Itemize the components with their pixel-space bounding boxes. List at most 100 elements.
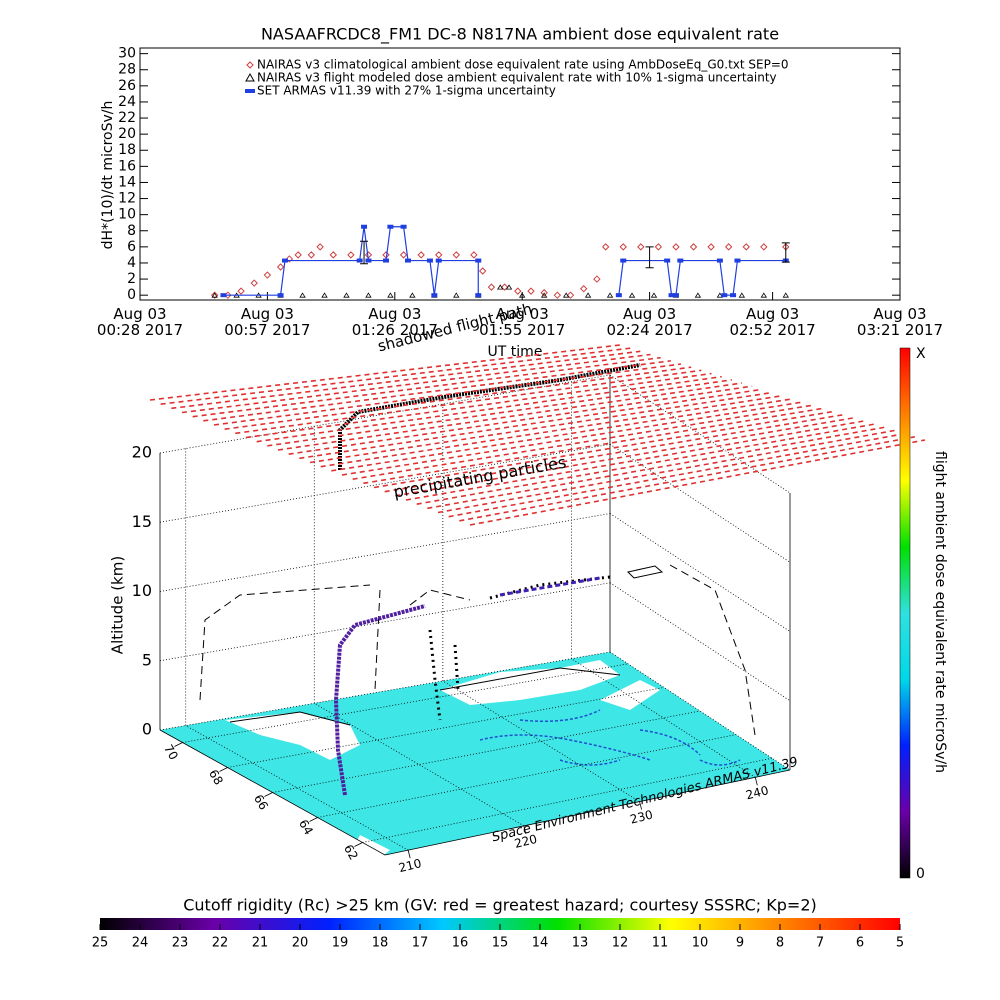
colorbar-tick-label: 22	[212, 936, 229, 951]
particle-row	[203, 360, 671, 422]
flight-path-dots	[428, 575, 611, 721]
marker	[237, 287, 245, 295]
error-bar	[360, 240, 369, 265]
marker	[562, 292, 570, 298]
particle-row	[416, 423, 875, 505]
lon-tick	[523, 825, 527, 834]
lon-tick-label: 240	[744, 783, 770, 802]
marker	[277, 293, 284, 298]
plot-frame	[139, 47, 901, 301]
y-tick-label: 10	[118, 207, 136, 223]
marker	[475, 258, 482, 263]
marker	[716, 292, 724, 298]
marker	[500, 283, 509, 291]
particle-row	[213, 363, 682, 426]
marker	[689, 243, 698, 251]
lat-tick-label: 64	[296, 817, 316, 837]
grid-line	[317, 734, 737, 818]
colorbar-max-label: X	[916, 346, 926, 362]
particle-row	[405, 420, 865, 501]
lat-tick	[264, 792, 273, 797]
particle-row	[331, 398, 793, 472]
colorbar-tick-label: 8	[776, 936, 784, 951]
particle-row	[469, 439, 926, 526]
colorbar-tick-label: 14	[532, 936, 549, 951]
z-tick-label: 15	[132, 512, 152, 531]
marker	[518, 292, 526, 298]
marker	[487, 283, 496, 291]
marker	[316, 243, 324, 251]
marker	[281, 258, 288, 263]
marker	[435, 251, 443, 259]
marker	[478, 267, 487, 275]
particle-row	[320, 394, 783, 468]
marker	[263, 271, 272, 279]
particle-row	[224, 366, 692, 430]
legend-marker	[246, 61, 254, 69]
grid-line	[362, 757, 773, 843]
lon-tick-label: 230	[629, 808, 655, 827]
flight-path-segment	[499, 576, 601, 597]
land	[225, 712, 360, 760]
marker	[527, 287, 535, 295]
y-tick-label: 8	[127, 223, 136, 239]
y-tick-label: 2	[127, 271, 136, 287]
particle-row	[149, 344, 621, 401]
legend-label: NAIRAS v3 flight modeled dose ambient eq…	[257, 71, 777, 85]
marker	[677, 258, 684, 263]
marker	[738, 292, 746, 298]
y-tick-label: 28	[118, 62, 136, 78]
marker	[672, 243, 680, 251]
marker	[435, 258, 442, 263]
marker	[497, 284, 504, 290]
lat-tick-label: 66	[251, 792, 271, 812]
lat-tick	[309, 817, 318, 822]
marker	[664, 258, 671, 263]
marker	[615, 293, 622, 298]
particle-row	[160, 347, 631, 405]
marker	[404, 258, 411, 263]
marker	[400, 224, 407, 229]
marker	[294, 251, 302, 259]
marker	[276, 263, 285, 271]
lat-tick	[174, 742, 183, 747]
grid-line	[159, 582, 611, 662]
particle-row	[395, 417, 854, 497]
marker	[654, 243, 663, 251]
marker	[566, 291, 575, 299]
particle-row	[192, 356, 661, 418]
marker	[553, 291, 562, 299]
marker	[760, 243, 768, 251]
colorbar-tick-label: 25	[92, 936, 109, 951]
marker	[514, 287, 522, 295]
marker	[724, 243, 733, 251]
marker	[365, 292, 372, 298]
marker	[417, 251, 425, 259]
marker	[606, 292, 614, 298]
marker	[707, 243, 715, 251]
flight-path-lower	[333, 604, 426, 796]
marker	[285, 255, 294, 263]
colorbar-tick-label: 12	[612, 936, 629, 951]
grid-line	[159, 651, 611, 731]
colorbar-min-label: 0	[916, 866, 925, 882]
lon-tick	[754, 777, 758, 786]
z-axis-label: Altitude (km)	[109, 556, 127, 654]
grid-line	[609, 443, 791, 563]
particle-row	[288, 385, 753, 455]
marker	[730, 293, 737, 298]
marker	[782, 292, 790, 298]
legend-marker	[245, 72, 255, 82]
land	[600, 680, 660, 710]
marker	[619, 243, 627, 251]
colorbar-tick-label: 13	[572, 936, 589, 951]
marker	[307, 251, 316, 259]
particle-row	[309, 391, 773, 464]
marker	[211, 292, 218, 298]
colorbar-tick-label: 23	[172, 936, 189, 951]
colorbar-tick-label: 7	[816, 936, 824, 951]
particle-row	[384, 413, 844, 493]
colorbar-tick-label: 15	[492, 936, 509, 951]
